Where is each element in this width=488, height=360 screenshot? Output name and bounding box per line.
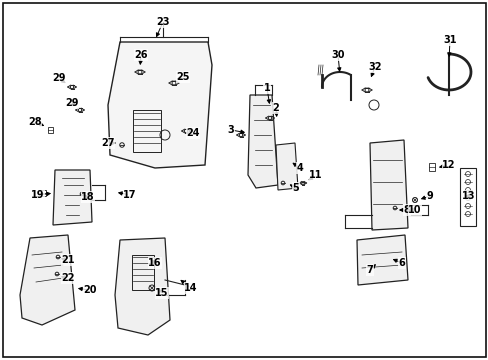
Text: 22: 22 <box>61 273 75 283</box>
Text: 5: 5 <box>292 183 299 193</box>
Text: 14: 14 <box>184 283 197 293</box>
Text: 10: 10 <box>407 205 421 215</box>
Polygon shape <box>247 95 278 188</box>
Text: 16: 16 <box>148 258 162 268</box>
Text: 32: 32 <box>367 62 381 72</box>
Text: 27: 27 <box>101 138 115 148</box>
Polygon shape <box>115 238 170 335</box>
Polygon shape <box>108 42 212 168</box>
Text: 18: 18 <box>81 192 95 202</box>
Text: 8: 8 <box>403 205 409 215</box>
Text: 23: 23 <box>156 17 169 27</box>
Bar <box>133 110 161 152</box>
Text: 21: 21 <box>61 255 75 265</box>
Text: 15: 15 <box>155 288 168 298</box>
Text: 29: 29 <box>65 98 79 108</box>
Text: 9: 9 <box>426 191 432 201</box>
Text: 2: 2 <box>272 103 279 113</box>
Bar <box>459 168 475 226</box>
Polygon shape <box>356 235 407 285</box>
Text: 20: 20 <box>83 285 97 295</box>
Text: 11: 11 <box>308 170 322 180</box>
Text: 12: 12 <box>441 160 455 170</box>
Bar <box>132 255 154 290</box>
Text: 7: 7 <box>366 265 373 275</box>
Text: 24: 24 <box>186 128 199 138</box>
Text: 26: 26 <box>134 50 147 60</box>
Text: 25: 25 <box>176 72 189 82</box>
Polygon shape <box>275 143 297 190</box>
Polygon shape <box>369 140 407 230</box>
Text: 4: 4 <box>296 163 303 173</box>
Polygon shape <box>20 235 75 325</box>
Text: 1: 1 <box>263 83 270 93</box>
Text: 28: 28 <box>28 117 42 127</box>
Text: 13: 13 <box>461 191 475 201</box>
Text: 31: 31 <box>442 35 456 45</box>
Text: 6: 6 <box>398 258 405 268</box>
Text: 19: 19 <box>31 190 45 200</box>
Polygon shape <box>53 170 92 225</box>
Text: 17: 17 <box>123 190 137 200</box>
Text: 29: 29 <box>52 73 65 83</box>
Text: 3: 3 <box>227 125 234 135</box>
Text: 30: 30 <box>330 50 344 60</box>
